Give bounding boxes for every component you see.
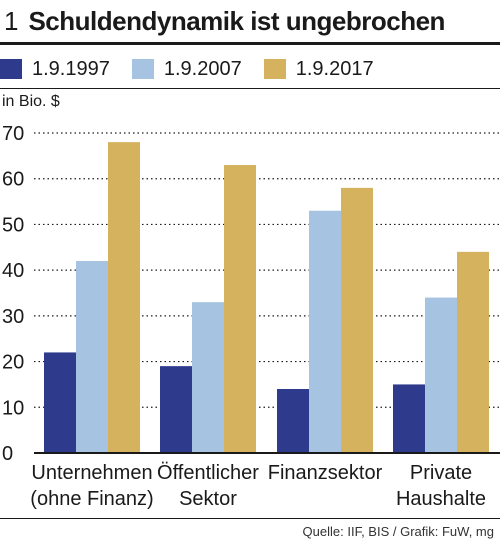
bar-1-9-2007-2 (309, 210, 341, 453)
bar-1-9-1997-2 (277, 389, 309, 453)
x-category-label-1-1: Sektor (179, 488, 237, 510)
top-rule (0, 42, 500, 45)
bar-1-9-1997-0 (44, 352, 76, 453)
x-category-label-3-0: Private (410, 462, 472, 484)
legend-label-1997: 1.9.1997 (32, 57, 110, 80)
bar-1-9-1997-3 (393, 384, 425, 453)
legend-rule (0, 88, 500, 89)
bar-chart: in Bio. $ 0 10 20 30 40 50 60 70 Unternehmen (ohne… (2, 93, 500, 510)
legend-swatch-2017 (263, 59, 286, 79)
y-tick-label-20: 20 (2, 352, 24, 374)
x-category-label-3-1: Haushalte (396, 488, 486, 510)
bar-1-9-1997-1 (160, 366, 192, 453)
legend-swatch-1997 (0, 59, 22, 79)
figure-number: 1 (4, 6, 19, 36)
bar-1-9-2007-0 (76, 261, 108, 453)
y-tick-label-0: 0 (2, 443, 13, 465)
legend-label-2017: 1.9.2017 (295, 57, 374, 80)
bar-1-9-2017-0 (108, 142, 140, 453)
x-category-label-1-0: Öffentlicher (157, 462, 259, 484)
bar-1-9-2017-2 (341, 187, 373, 453)
legend-item-2017: 1.9.2017 (263, 57, 374, 81)
bar-1-9-2017-1 (224, 165, 256, 453)
y-tick-label-70: 70 (2, 123, 24, 145)
y-tick-label-40: 40 (2, 260, 24, 282)
y-tick-label-30: 30 (2, 306, 24, 328)
legend-label-2007: 1.9.2007 (163, 57, 242, 80)
legend-swatch-2007 (131, 59, 154, 79)
bar-1-9-2007-1 (192, 302, 224, 453)
legend-item-2007: 1.9.2007 (131, 57, 242, 81)
bottom-rule (0, 518, 500, 519)
x-category-label-2-0: Finanzsektor (268, 462, 383, 484)
chart-title: Schuldendynamik ist ungebrochen (28, 6, 445, 36)
y-axis-label: in Bio. $ (2, 93, 60, 110)
legend-item-1997: 1.9.1997 (0, 58, 110, 81)
chart-title-row: 1 Schuldendynamik ist ungebrochen (4, 6, 445, 40)
y-tick-label-10: 10 (2, 397, 24, 419)
bar-1-9-2007-3 (425, 297, 457, 453)
bar-1-9-2017-3 (457, 251, 489, 453)
legend: 1.9.1997 1.9.2007 1.9.2017 (0, 54, 396, 84)
x-category-label-0-0: Unternehmen (31, 462, 152, 484)
y-tick-label-60: 60 (2, 169, 24, 191)
source-note: Quelle: IIF, BIS / Grafik: FuW, mg (302, 524, 494, 539)
x-category-label-0-1: (ohne Finanz) (30, 488, 153, 510)
y-tick-label-50: 50 (2, 214, 24, 236)
